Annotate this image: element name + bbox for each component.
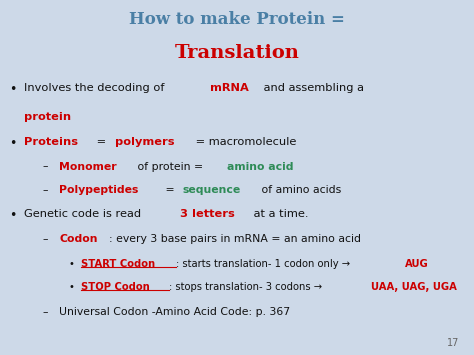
Text: : every 3 base pairs in mRNA = an amino acid: : every 3 base pairs in mRNA = an amino … [109, 234, 361, 244]
Text: mRNA: mRNA [210, 83, 248, 93]
Text: sequence: sequence [182, 185, 241, 195]
Text: 17: 17 [447, 338, 460, 348]
Text: Proteins: Proteins [24, 137, 78, 147]
Text: –: – [43, 162, 48, 171]
Text: = macromolecule: = macromolecule [192, 137, 296, 147]
Text: =: = [162, 185, 178, 195]
Text: amino acid: amino acid [228, 162, 294, 171]
Text: UAA, UAG, UGA: UAA, UAG, UGA [371, 282, 457, 292]
Text: Polypeptides: Polypeptides [59, 185, 138, 195]
Text: •: • [69, 259, 74, 269]
Text: –: – [43, 307, 48, 317]
Text: •: • [9, 83, 17, 97]
Text: Universal Codon -Amino Acid Code: p. 367: Universal Codon -Amino Acid Code: p. 367 [59, 307, 291, 317]
Text: Codon: Codon [59, 234, 98, 244]
Text: START Codon: START Codon [81, 259, 155, 269]
Text: STOP Codon: STOP Codon [81, 282, 149, 292]
Text: –: – [43, 185, 48, 195]
Text: Monomer: Monomer [59, 162, 117, 171]
Text: Involves the decoding of: Involves the decoding of [24, 83, 168, 93]
Text: •: • [69, 282, 74, 292]
Text: of amino acids: of amino acids [258, 185, 341, 195]
Text: at a time.: at a time. [250, 209, 309, 219]
Text: of protein =: of protein = [134, 162, 206, 171]
Text: 3 letters: 3 letters [180, 209, 234, 219]
Text: How to make Protein =: How to make Protein = [129, 11, 345, 28]
Text: =: = [93, 137, 110, 147]
Text: protein: protein [24, 112, 71, 122]
Text: AUG: AUG [405, 259, 428, 269]
Text: –: – [43, 234, 48, 244]
Text: : stops translation- 3 codons →: : stops translation- 3 codons → [169, 282, 326, 292]
Text: Translation: Translation [174, 44, 300, 62]
Text: •: • [9, 137, 17, 150]
Text: and assembling a: and assembling a [260, 83, 364, 93]
Text: Genetic code is read: Genetic code is read [24, 209, 145, 219]
Text: •: • [9, 209, 17, 223]
Text: : starts translation- 1 codon only →: : starts translation- 1 codon only → [176, 259, 354, 269]
Text: polymers: polymers [115, 137, 174, 147]
